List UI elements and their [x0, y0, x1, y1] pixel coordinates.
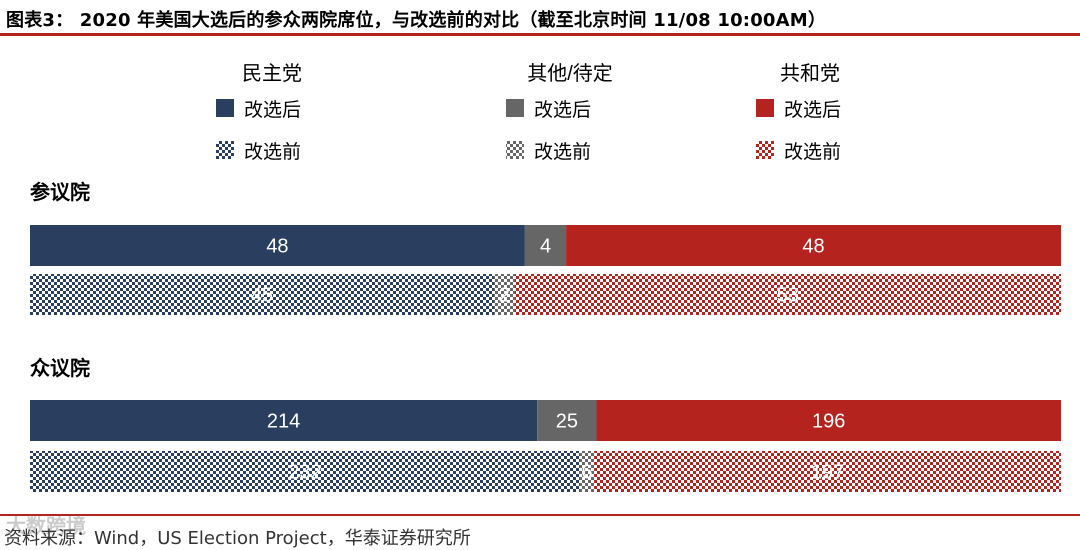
- bar-segment-other: [524, 225, 567, 266]
- bar-value-label: 4: [540, 236, 551, 258]
- legend-swatch-after: [216, 99, 234, 117]
- bar-value-label: 45: [251, 285, 273, 307]
- bar-value-label: 2: [499, 285, 510, 307]
- legend-label-after: 改选后: [244, 99, 301, 121]
- legend-label-after: 改选后: [534, 99, 591, 121]
- bar-segment-republican: [514, 274, 1061, 315]
- chart-title: 图表3： 2020 年美国大选后的参众两院席位，与改选前的对比（截至北京时间 1…: [6, 10, 827, 31]
- bar-value-label: 197: [811, 462, 844, 484]
- bar-segment-republican: [596, 400, 1061, 441]
- source-note: 资料来源：Wind，US Election Project，华泰证券研究所: [4, 528, 471, 549]
- bar-value-label: 48: [266, 236, 288, 258]
- legend-group-title: 民主党: [242, 62, 302, 85]
- watermark-text: 大数跨境: [6, 514, 86, 538]
- legend-swatch-before: [216, 141, 234, 159]
- bottom-rule: [0, 514, 1080, 516]
- bar-value-label: 25: [556, 411, 578, 433]
- bar-value-label: 196: [812, 411, 845, 433]
- bar-segment-other: [493, 274, 515, 315]
- chamber-title: 众议院: [30, 356, 90, 380]
- bars: 参议院 48 4 48 45 2 53 众议院 214 25 196 232 6 197: [30, 180, 1061, 492]
- legend-group-title: 其他/待定: [527, 62, 613, 85]
- bar-segment-democrat: [30, 451, 580, 492]
- legend-label-before: 改选前: [244, 141, 301, 163]
- bar-segment-other: [579, 451, 595, 492]
- bar-segment-democrat: [30, 274, 494, 315]
- chamber-title: 参议院: [30, 180, 90, 204]
- bar-value-label: 48: [802, 236, 824, 258]
- bar-value-label: 53: [777, 285, 799, 307]
- bar-segment-other: [537, 400, 597, 441]
- legend-group-title: 共和党: [780, 62, 840, 85]
- bar-value-label: 232: [288, 462, 321, 484]
- bar-segment-democrat: [30, 225, 525, 266]
- legend-swatch-after: [756, 99, 774, 117]
- top-rule: [0, 33, 1080, 36]
- legend-label-after: 改选后: [784, 99, 841, 121]
- bar-value-label: 6: [581, 462, 592, 484]
- bar-segment-republican: [594, 451, 1061, 492]
- legend-label-before: 改选前: [534, 141, 591, 163]
- legend-label-before: 改选前: [784, 141, 841, 163]
- legend-swatch-before: [756, 141, 774, 159]
- legend-swatch-after: [506, 99, 524, 117]
- legend-swatch-before: [506, 141, 524, 159]
- chart-header: 图表3： 2020 年美国大选后的参众两院席位，与改选前的对比（截至北京时间 1…: [0, 0, 1080, 34]
- bar-value-label: 214: [267, 411, 300, 433]
- bar-segment-democrat: [30, 400, 538, 441]
- bar-segment-republican: [566, 225, 1061, 266]
